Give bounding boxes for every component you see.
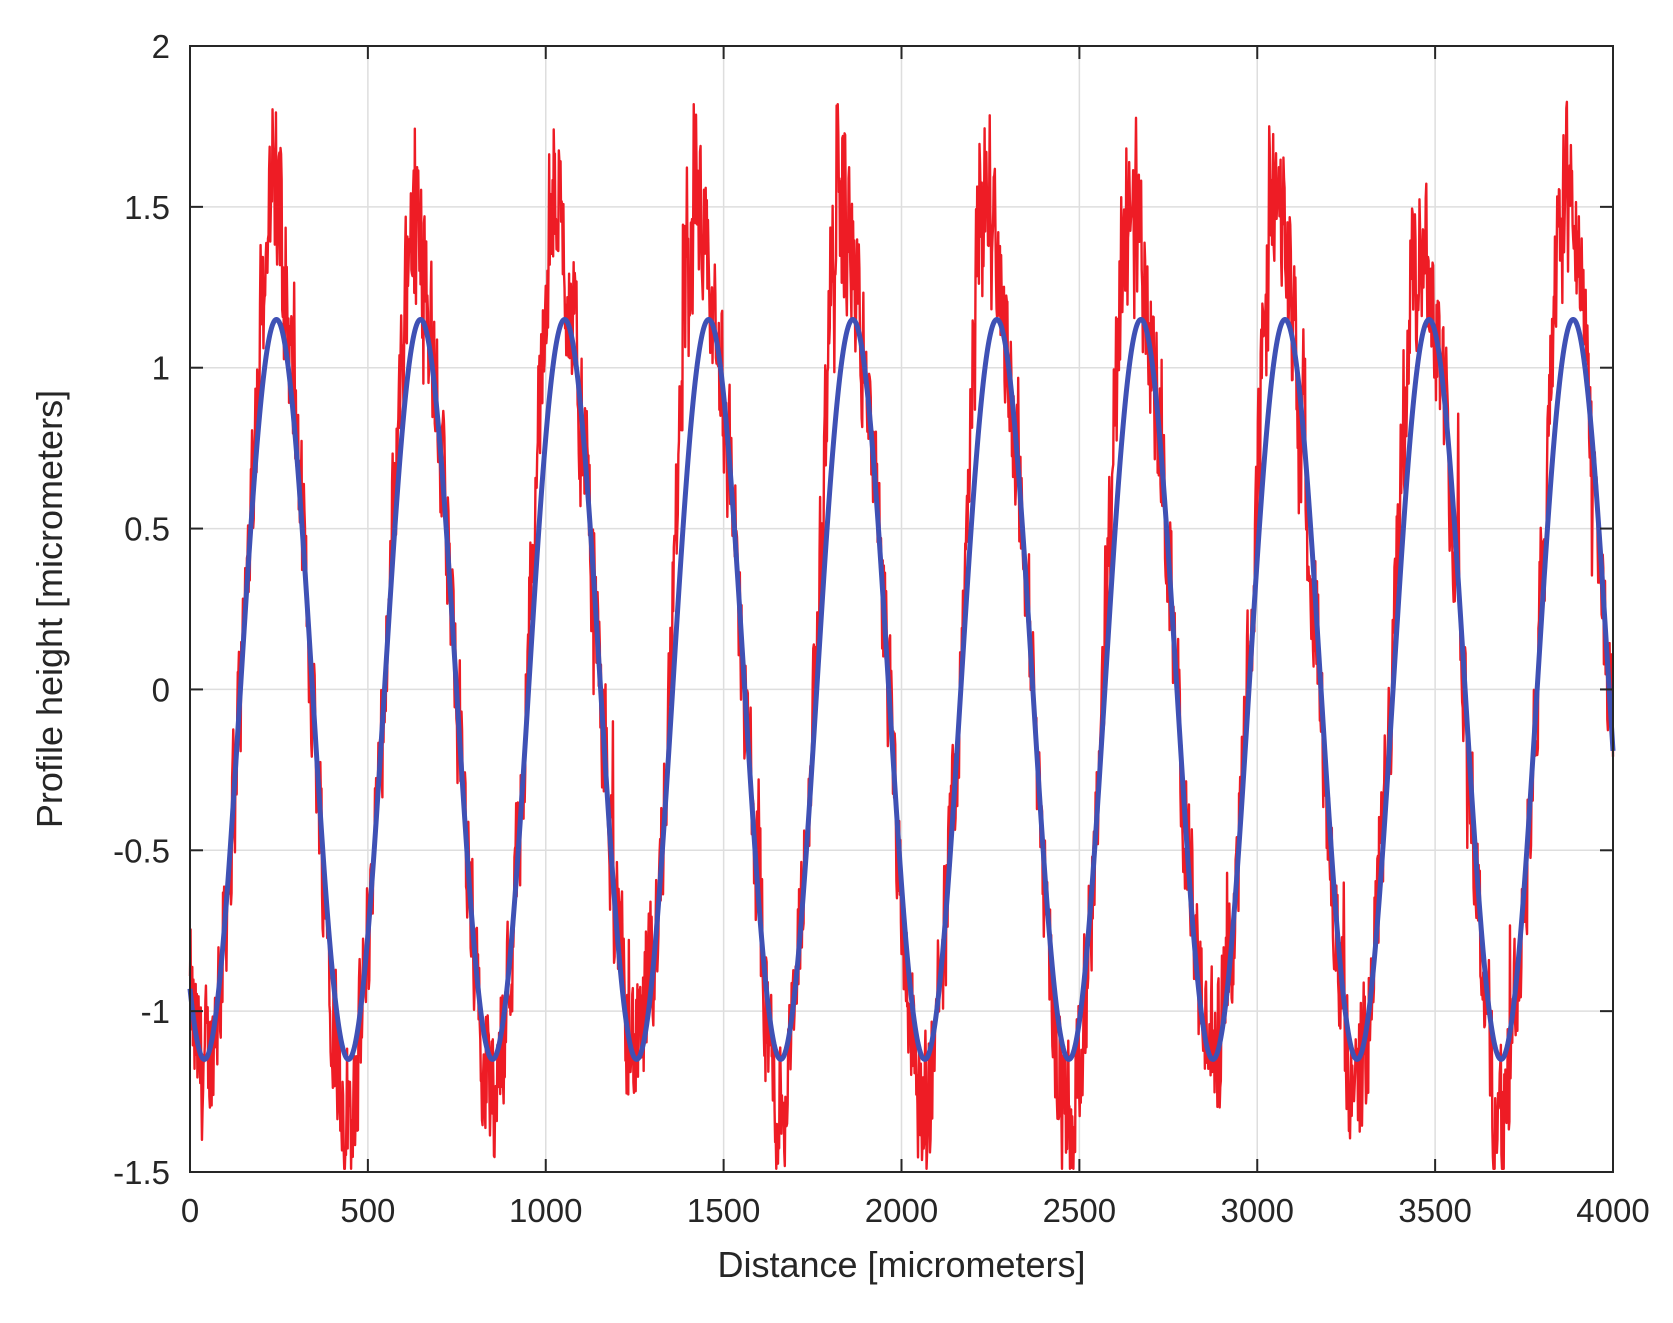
axis-ticks [189, 45, 1614, 1173]
x-tick-labels: 0 500 1000 1500 2000 2500 3000 3500 4000 [181, 1192, 1650, 1229]
x-tick-label: 1000 [509, 1192, 582, 1229]
y-tick-label: 0.5 [124, 511, 170, 548]
fitted-sine-line [187, 316, 1616, 1062]
x-tick-label: 3000 [1221, 1192, 1294, 1229]
y-tick-label: 1.5 [124, 189, 170, 226]
x-tick-label: 0 [181, 1192, 199, 1229]
x-tick-label: 1500 [687, 1192, 760, 1229]
x-axis-label: Distance [micrometers] [717, 1244, 1085, 1285]
x-tick-label: 4000 [1576, 1192, 1649, 1229]
plot-area [187, 100, 1616, 1170]
grid [190, 46, 1613, 1172]
y-tick-labels: -1.5 -1 -0.5 0 0.5 1 1.5 2 [113, 28, 170, 1191]
y-tick-label: -1 [141, 993, 170, 1030]
x-tick-label: 2500 [1043, 1192, 1116, 1229]
y-tick-label: -0.5 [113, 832, 170, 869]
x-tick-label: 2000 [865, 1192, 938, 1229]
y-tick-label: 0 [152, 671, 170, 708]
y-tick-label: -1.5 [113, 1154, 170, 1191]
x-tick-label: 3500 [1398, 1192, 1471, 1229]
measured-profile-line [188, 100, 1615, 1170]
y-axis-label: Profile height [micrometers] [29, 390, 70, 828]
y-tick-label: 1 [152, 350, 170, 387]
x-tick-label: 500 [340, 1192, 395, 1229]
y-tick-label: 2 [152, 28, 170, 65]
